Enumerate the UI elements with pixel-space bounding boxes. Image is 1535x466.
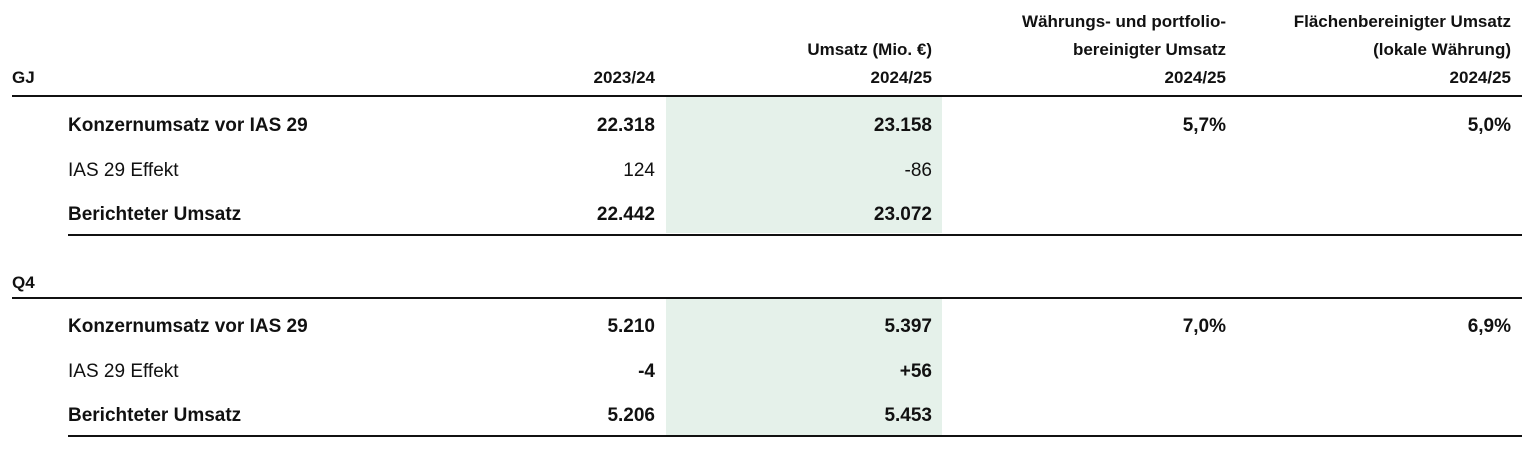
section-end-rule <box>68 435 1522 437</box>
highlight-cell: 5.453 <box>884 405 932 426</box>
value-cell: 5.206 <box>607 405 655 426</box>
section-label: Q4 <box>12 273 35 292</box>
column-header: (lokale Währung) <box>1373 40 1511 59</box>
column-header: 2024/25 <box>1449 68 1511 87</box>
highlight-cell: 23.158 <box>873 115 932 136</box>
value-cell: 7,0% <box>1182 316 1226 337</box>
highlight-cell: -86 <box>904 159 932 181</box>
column-header: Umsatz (Mio. €) <box>807 40 932 59</box>
column-header: 2023/24 <box>593 68 655 87</box>
value-cell: 5,0% <box>1467 115 1511 136</box>
section-label: GJ <box>12 68 35 87</box>
column-header: 2024/25 <box>870 68 932 87</box>
value-cell: 124 <box>623 159 655 181</box>
row-label: Berichteter Umsatz <box>68 204 242 225</box>
highlight-cell: 5.397 <box>884 316 932 337</box>
row-label: IAS 29 Effekt <box>68 360 179 382</box>
row-label: Konzernumsatz vor IAS 29 <box>68 316 308 337</box>
column-header: Währungs- und portfolio- <box>1022 12 1226 31</box>
header-rule <box>12 95 1522 97</box>
column-header: bereinigter Umsatz <box>1072 40 1226 59</box>
column-header: 2024/25 <box>1164 68 1226 87</box>
value-cell: 6,9% <box>1467 316 1511 337</box>
row-label: Berichteter Umsatz <box>68 405 242 426</box>
column-header: Flächenbereinigter Umsatz <box>1293 12 1511 31</box>
value-cell: 5.210 <box>607 316 655 337</box>
value-cell: -4 <box>638 360 655 382</box>
value-cell: 22.318 <box>596 115 655 136</box>
value-cell: 22.442 <box>596 204 655 225</box>
section-rule <box>12 297 1522 299</box>
section-end-rule <box>68 234 1522 236</box>
highlight-cell: +56 <box>899 360 932 382</box>
highlight-cell: 23.072 <box>873 204 932 225</box>
highlight-band <box>666 97 942 233</box>
row-label: IAS 29 Effekt <box>68 159 179 181</box>
highlight-band <box>666 299 942 437</box>
value-cell: 5,7% <box>1182 115 1226 136</box>
row-label: Konzernumsatz vor IAS 29 <box>68 115 308 136</box>
